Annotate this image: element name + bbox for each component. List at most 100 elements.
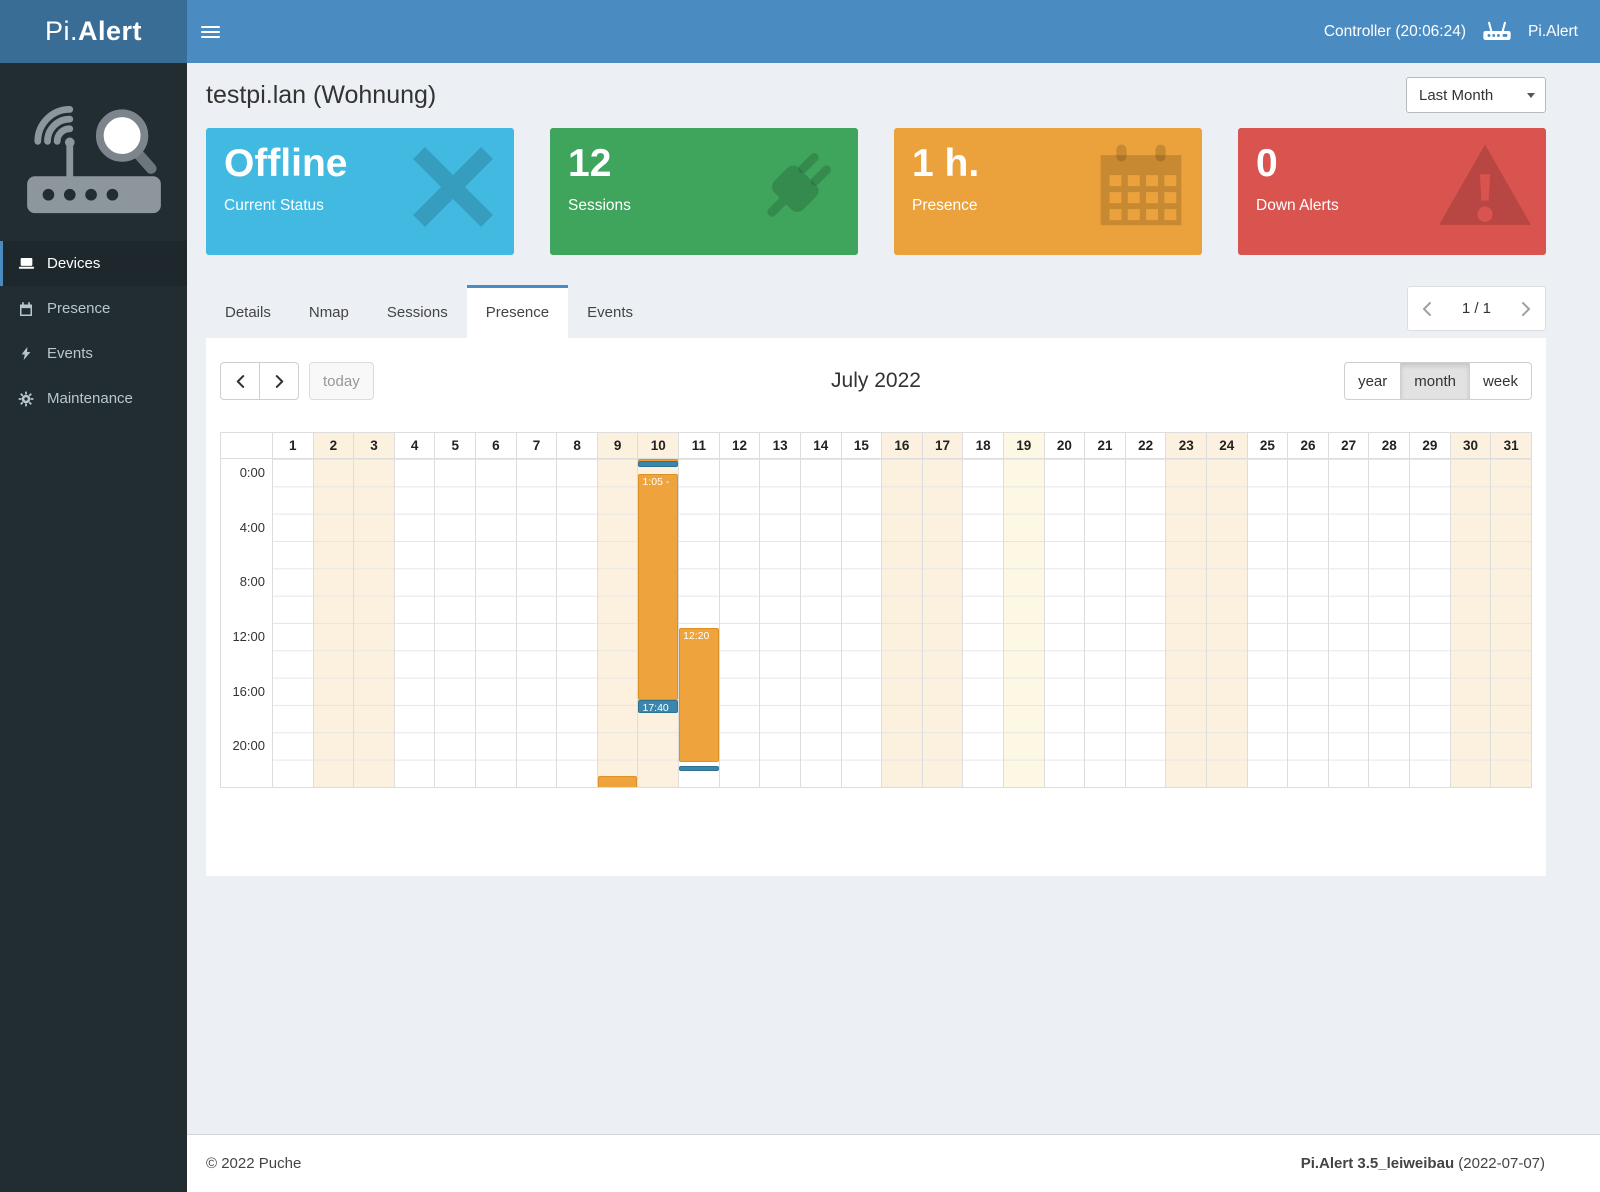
calendar-day-column[interactable] [719, 459, 761, 787]
calendar-day-column[interactable] [1288, 459, 1329, 787]
calendar-view-month-button[interactable]: month [1400, 362, 1470, 400]
time-label: 12:00 [232, 629, 265, 644]
calendar-day-header: 12 [720, 433, 761, 458]
calendar-day-header: 1 [273, 433, 314, 458]
calendar-day-column[interactable] [435, 459, 477, 787]
app-name[interactable]: Pi.Alert [1528, 22, 1578, 40]
calendar-day-header: 2 [313, 433, 355, 458]
maintenance-icon [16, 391, 36, 407]
calendar-day-column[interactable] [1450, 459, 1492, 787]
presence-event-online[interactable]: 12:20 [679, 627, 719, 763]
time-label: 16:00 [232, 683, 265, 699]
stat-value: 12 [568, 142, 612, 185]
calendar-view-year-button[interactable]: year [1344, 362, 1402, 400]
sidebar-item-presence[interactable]: Presence [0, 286, 187, 331]
calendar-day-header: 25 [1248, 433, 1289, 458]
calendar-day-column[interactable] [1085, 459, 1126, 787]
calendar-day-column[interactable] [1044, 459, 1086, 787]
event-time-label: 17:40 [642, 702, 669, 714]
time-gutter-header [221, 433, 273, 458]
copyright: © 2022 Puche [206, 1155, 302, 1172]
footer-version: Pi.Alert 3.5_leiweibau [1300, 1155, 1455, 1172]
tabs-row: Details Nmap Sessions Presence Events 1 / 1 [206, 285, 1546, 338]
sidebar-item-devices[interactable]: Devices [0, 241, 187, 286]
calendar-day-column[interactable] [516, 459, 558, 787]
calendar-day-column[interactable] [597, 459, 639, 787]
calendar-next-button[interactable] [259, 362, 299, 400]
calendar-day-column[interactable] [1207, 459, 1248, 787]
calendar-day-column[interactable] [1166, 459, 1208, 787]
calendar-day-column[interactable] [1125, 459, 1167, 787]
calendar-day-header: 21 [1085, 433, 1126, 458]
tab-presence[interactable]: Presence [466, 285, 569, 338]
calendar-day-header-row: 1 2 3 4 5 6 7 8 9 10 11 12 13 14 15 16 17 18 19 20 21 22 23 24 2… [221, 433, 1531, 459]
footer-date: (2022-07-07) [1458, 1155, 1545, 1172]
controller-clock: Controller (20:06:24) [1323, 22, 1467, 40]
calendar-day-column[interactable] [1410, 459, 1451, 787]
tab-events[interactable]: Events [587, 304, 633, 321]
stat-card-down-alerts: 0 Down Alerts [1238, 128, 1546, 255]
calendar-day-column[interactable] [882, 459, 923, 787]
calendar-day-header: 16 [882, 433, 923, 458]
tab-nmap[interactable]: Nmap [308, 304, 349, 321]
time-label: 4:00 [239, 519, 265, 535]
devices-icon [16, 255, 36, 272]
period-select[interactable]: Last Month [1406, 77, 1546, 113]
time-gutter: 0:00 4:00 8:00 12:00 16:00 20:00 [221, 459, 273, 787]
hamburger-icon [200, 23, 220, 41]
brand-logo[interactable]: Pi. Alert [0, 0, 187, 63]
calendar-day-column[interactable] [354, 459, 395, 787]
calendar-day-column[interactable] [1247, 459, 1289, 787]
sidebar-item-maintenance[interactable]: Maintenance [0, 376, 187, 421]
time-label: 8:00 [239, 574, 265, 590]
calendar-day-column[interactable] [1003, 459, 1045, 787]
stat-label: Current Status [224, 196, 324, 214]
calendar-day-column[interactable] [273, 459, 314, 787]
calendar-day-header: 9 [597, 433, 639, 458]
calendar-day-column[interactable] [1491, 459, 1531, 787]
sidebar-toggle-button[interactable] [187, 0, 233, 63]
tab-details[interactable]: Details [225, 304, 271, 321]
calendar-day-column[interactable] [476, 459, 517, 787]
next-page-button[interactable] [1506, 286, 1546, 331]
calendar-day-column[interactable] [760, 459, 801, 787]
chevron-down-icon [1527, 92, 1535, 98]
event-time-label: 12:20 [683, 629, 710, 642]
calendar-prev-button[interactable] [220, 362, 260, 400]
calendar-day-header: 15 [842, 433, 883, 458]
calendar-day-column[interactable] [394, 459, 436, 787]
calendar-day-column[interactable] [963, 459, 1004, 787]
presence-event-down[interactable]: 17:40 [638, 700, 679, 714]
calendar-day-header: 22 [1126, 433, 1167, 458]
calendar-day-column[interactable] [800, 459, 842, 787]
event-time-label: 1:05 - [642, 475, 670, 488]
stat-label: Presence [912, 196, 978, 214]
router-icon [1481, 20, 1513, 43]
presence-event-online[interactable] [597, 776, 638, 787]
calendar-today-button[interactable]: today [309, 362, 374, 400]
sidebar-item-label: Devices [47, 255, 101, 272]
calendar-day-column[interactable]: 12:20 [679, 459, 720, 787]
calendar-day-column[interactable] [1369, 459, 1411, 787]
presence-event-down[interactable] [679, 765, 719, 771]
calendar-view-week-button[interactable]: week [1468, 362, 1532, 400]
presence-event-down[interactable] [638, 461, 679, 467]
prev-page-button[interactable] [1406, 286, 1447, 331]
calendar-day-column[interactable] [841, 459, 883, 787]
stat-card-presence: 1 h. Presence [894, 128, 1202, 255]
calendar-day-column[interactable] [557, 459, 598, 787]
presence-event-online[interactable]: 1:05 - [638, 473, 679, 701]
calendar-day-header: 27 [1329, 433, 1370, 458]
calendar-day-header: 3 [354, 433, 395, 458]
tab-sessions[interactable]: Sessions [386, 304, 448, 321]
sidebar-item-events[interactable]: Events [0, 331, 187, 376]
calendar-day-column[interactable] [1328, 459, 1370, 787]
stat-card-sessions: 12 Sessions [550, 128, 858, 255]
calendar-day-column[interactable] [313, 459, 355, 787]
sidebar-item-label: Maintenance [47, 390, 133, 407]
calendar-day-column[interactable]: 1:05 - 17:40 [638, 459, 680, 787]
calendar-day-header: 6 [476, 433, 517, 458]
time-label: 20:00 [232, 738, 265, 754]
calendar-day-column[interactable] [922, 459, 964, 787]
calendar-toolbar: today July 2022 year month week [220, 362, 1532, 400]
